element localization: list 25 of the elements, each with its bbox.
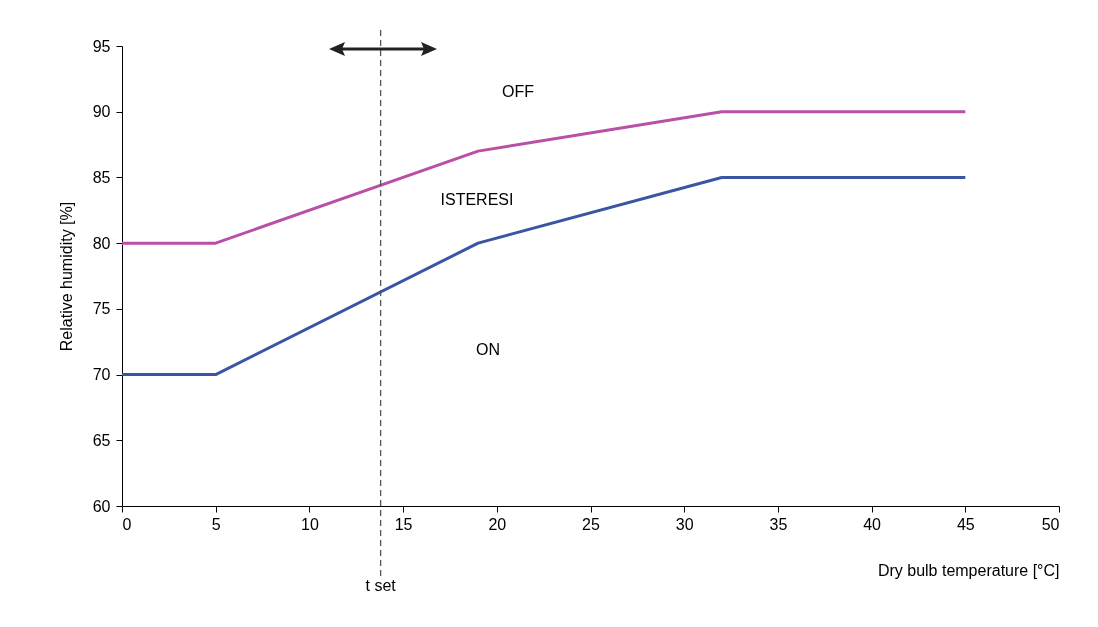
- y-axis-title: Relative humidity [%]: [57, 201, 75, 352]
- x-tick-label: 10: [301, 515, 319, 533]
- annotation: OFF: [502, 83, 535, 100]
- y-tick-label: 65: [92, 431, 111, 449]
- x-tick-label: 15: [394, 515, 413, 533]
- x-tick-label: 45: [956, 515, 975, 533]
- y-tick-label: 80: [92, 234, 111, 252]
- x-tick-label: 25: [582, 515, 600, 533]
- x-tick-label: 20: [488, 515, 507, 533]
- y-tick-label: 85: [92, 168, 111, 186]
- ref-line-label: t set: [365, 577, 397, 594]
- x-axis-title: Dry bulb temperature [°C]: [877, 561, 1060, 579]
- x-tick-label: 30: [675, 515, 694, 533]
- x-tick-label: 5: [211, 515, 221, 533]
- x-tick-label: 40: [863, 515, 882, 533]
- annotation: ON: [476, 341, 500, 358]
- y-tick-label: 60: [92, 497, 111, 515]
- x-tick-label: 35: [769, 515, 788, 533]
- y-tick-label: 95: [92, 37, 111, 55]
- annotation: ISTERESI: [440, 191, 514, 208]
- y-tick-label: 90: [92, 103, 111, 121]
- x-tick-label: 0: [122, 515, 132, 533]
- x-tick-label: 50: [1041, 515, 1060, 533]
- y-tick-label: 75: [92, 300, 111, 318]
- y-tick-label: 70: [92, 366, 111, 384]
